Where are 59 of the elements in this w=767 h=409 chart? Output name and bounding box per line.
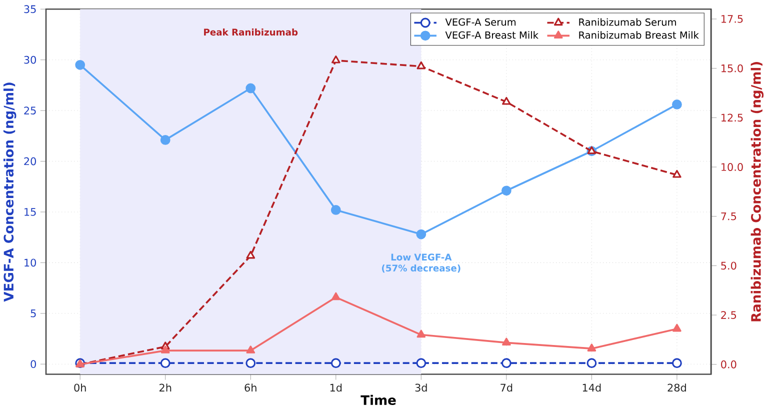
y2-tick-label: 7.5 (721, 212, 736, 220)
x-tick-label: 14d (582, 384, 601, 392)
point (672, 324, 682, 332)
y2-tick-label: 12.5 (722, 114, 743, 122)
legend-label: VEGF-A Breast Milk (445, 31, 538, 39)
y-tick-label: 5 (30, 310, 36, 318)
point (502, 97, 511, 106)
annotation: Low VEGF-A (57% decrease) (382, 254, 460, 273)
y-tick-label: 25 (24, 106, 36, 115)
legend-label: Ranibizumab Serum (579, 18, 676, 26)
point (501, 186, 512, 196)
point (416, 230, 426, 240)
y-tick-label: 10 (24, 258, 36, 267)
x-tick-label: 2h (160, 384, 172, 392)
x-tick-label: 28d (668, 384, 686, 392)
legend-label: Ranibizumab Breast Milk (579, 31, 699, 39)
point (332, 292, 340, 300)
point (330, 358, 341, 368)
point (587, 344, 596, 352)
y-tick-label: 0 (30, 360, 36, 368)
point (672, 170, 682, 178)
y-tick-label: 35 (24, 5, 36, 14)
point (672, 100, 682, 110)
point (330, 205, 341, 216)
y-tick-label: 15 (24, 208, 36, 216)
point (416, 62, 426, 70)
point (160, 135, 170, 146)
y2-tick-label: 15.0 (722, 64, 743, 73)
y-tick-label: 20 (24, 158, 36, 166)
y2-tick-label: 5.0 (721, 262, 736, 270)
legend-label: VEGF-A Serum (445, 18, 516, 26)
point (416, 358, 426, 368)
point (501, 358, 512, 368)
x-tick-label: 1d (330, 384, 342, 392)
x-tick-label: 6h (244, 384, 256, 392)
y2-tick-label: 17.5 (722, 15, 743, 24)
y2-axis-title: Ranibizumab Concentration (ng/ml) (750, 62, 764, 322)
y-axis-title: VEGF-A Concentration (ng/ml) (3, 82, 16, 302)
point (586, 358, 597, 368)
x-tick-label: 7d (500, 384, 512, 392)
point (160, 358, 170, 368)
y2-tick-label: 0.0 (721, 360, 736, 369)
point (246, 84, 256, 94)
point (672, 358, 682, 368)
y-tick-label: 30 (24, 56, 36, 64)
x-axis-title: Time (360, 395, 396, 406)
point (416, 330, 426, 338)
point (502, 338, 511, 346)
x-tick-label: 3d (415, 384, 427, 392)
y2-tick-label: 2.5 (721, 311, 736, 320)
point (332, 56, 340, 64)
point (246, 358, 256, 368)
y2-tick-label: 10.0 (722, 163, 743, 172)
point (246, 251, 256, 259)
band-label: Peak Ranibizumab (204, 28, 298, 36)
point (160, 346, 170, 354)
x-tick-label: 0h (74, 384, 86, 392)
point (75, 60, 86, 70)
point (246, 346, 256, 354)
